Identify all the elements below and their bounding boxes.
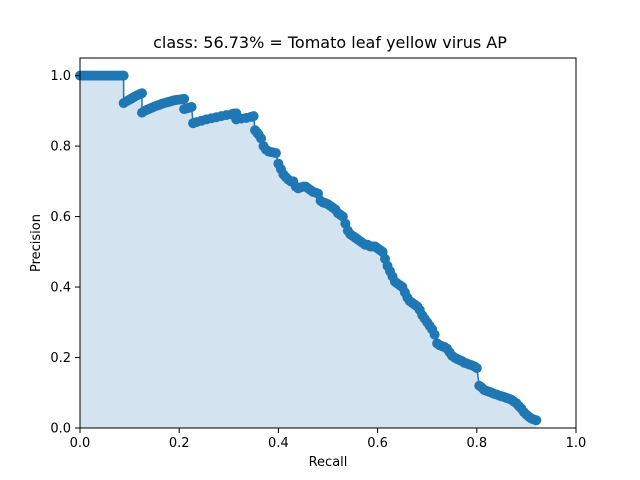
- x-tick-label-0: 0.0: [70, 436, 91, 451]
- x-tick-label-4: 0.8: [466, 436, 487, 451]
- pr-point-68: [256, 133, 267, 144]
- pr-point-26: [137, 88, 147, 99]
- pr-point-64: [248, 111, 259, 122]
- x-tick-label-1: 0.2: [169, 436, 190, 451]
- pr-point-155: [471, 363, 482, 374]
- plot-area: [75, 70, 542, 428]
- chart-title: class: 56.73% = Tomato leaf yellow virus…: [153, 33, 507, 52]
- x-tick-label-5: 1.0: [566, 436, 587, 451]
- y-axis-label: Precision: [29, 214, 44, 272]
- x-axis-label: Recall: [309, 455, 348, 470]
- pr-point-74: [270, 148, 281, 159]
- y-tick-label-1: 0.2: [50, 351, 71, 366]
- x-tick-label-3: 0.6: [367, 436, 388, 451]
- x-tick-label-2: 0.4: [268, 436, 289, 451]
- y-tick-label-4: 0.8: [50, 140, 71, 155]
- y-tick-label-0: 0.0: [50, 422, 71, 437]
- x-axis-ticks: 0.0 0.2 0.4 0.6 0.8 1.0: [70, 428, 587, 451]
- pr-point-179: [531, 415, 542, 426]
- y-tick-label-3: 0.6: [50, 210, 71, 225]
- pr-point-138: [429, 329, 440, 340]
- y-axis-ticks: 0.0 0.2 0.4 0.6 0.8 1.0: [50, 69, 80, 437]
- pr-point-44: [179, 93, 190, 104]
- axes-frame: [79, 57, 577, 429]
- y-tick-label-5: 1.0: [50, 69, 71, 84]
- pr-area-fill: [80, 75, 537, 428]
- y-tick-label-2: 0.4: [50, 281, 71, 296]
- pr-point-48: [186, 101, 197, 112]
- pr-point-18: [118, 70, 129, 81]
